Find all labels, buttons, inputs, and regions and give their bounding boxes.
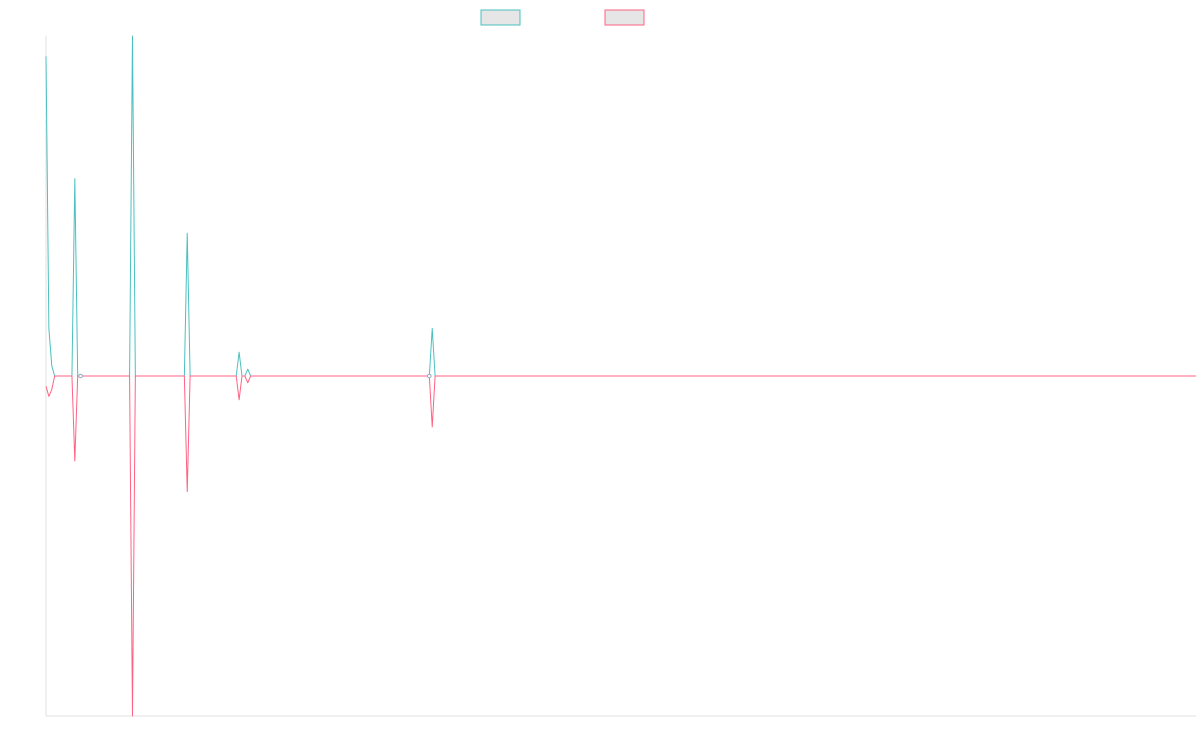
data-point-marker-1[interactable] (78, 373, 83, 379)
axes (45, 36, 1196, 717)
legend (480, 9, 645, 26)
legend-swatch-1[interactable] (480, 9, 521, 26)
legend-swatch-2[interactable] (604, 9, 645, 26)
series-line-1 (45, 35, 1196, 377)
series-line-2 (45, 375, 1196, 717)
series-layer (45, 35, 1196, 717)
legend-item-1[interactable] (480, 9, 521, 26)
legend-item-2[interactable] (604, 9, 645, 26)
data-point-marker-2[interactable] (427, 373, 432, 379)
